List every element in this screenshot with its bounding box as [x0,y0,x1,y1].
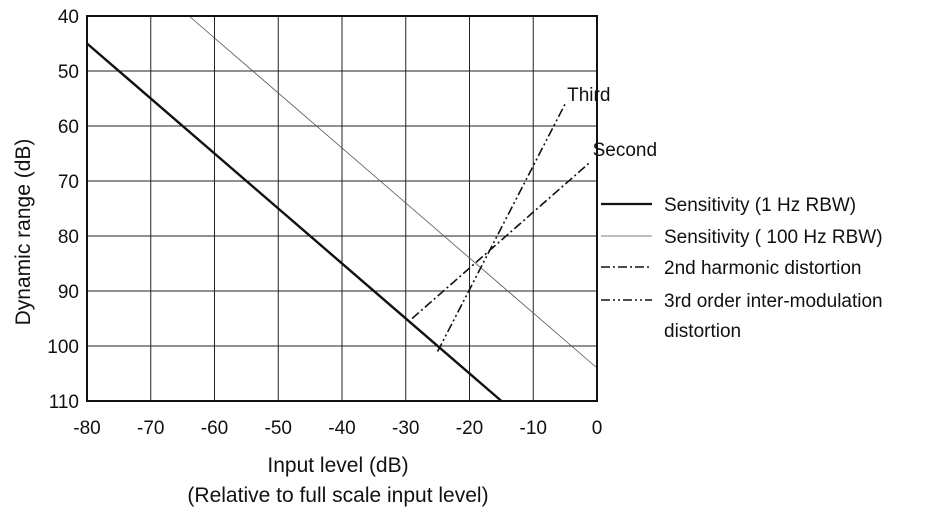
x-tick-label: -60 [201,418,228,439]
y-tick-label: 40 [58,7,79,28]
y-tick-label: 70 [58,172,79,193]
x-axis-sublabel: (Relative to full scale input level) [187,484,488,507]
x-tick-label: -50 [265,418,292,439]
x-tick-label: -20 [456,418,483,439]
series-lines [86,15,598,402]
legend-label-3rd-order-im-cont: distortion [664,321,741,342]
legend: Sensitivity (1 Hz RBW) Sensitivity ( 100… [601,195,883,342]
y-tick-label: 100 [47,337,79,358]
series-line-1 [188,15,598,369]
y-tick-label: 80 [58,227,79,248]
legend-label-3rd-order-im: 3rd order inter-modulation [664,291,883,312]
annotation-label-0: Third [567,85,610,106]
y-tick-label: 110 [49,392,79,413]
x-tick-label: -40 [328,418,355,439]
x-axis-label: Input level (dB) [267,454,408,477]
annotation-label-1: Second [593,140,657,161]
y-tick-labels: 40 50 60 70 80 90 100 110 [47,7,79,413]
x-tick-labels: -80 -70 -60 -50 -40 -30 -20 -10 0 [73,418,602,439]
x-tick-label: -30 [392,418,419,439]
plot-frame [86,15,598,402]
y-tick-label: 60 [58,117,79,138]
x-tick-label: -80 [73,418,100,439]
series-line-3 [436,103,566,352]
legend-label-sensitivity-1hz: Sensitivity (1 Hz RBW) [664,195,856,216]
series-line-2 [411,161,592,320]
x-tick-label: 0 [592,418,603,439]
legend-label-2nd-harmonic: 2nd harmonic distortion [664,258,862,279]
y-tick-label: 90 [58,282,79,303]
annotations: Third Second [567,85,657,161]
grid [86,15,598,402]
x-tick-label: -70 [137,418,164,439]
legend-label-sensitivity-100hz: Sensitivity ( 100 Hz RBW) [664,227,883,248]
y-tick-label: 50 [58,62,79,83]
series-line-0 [86,42,503,402]
x-tick-label: -10 [520,418,547,439]
y-axis-label: Dynamic range (dB) [12,139,35,326]
